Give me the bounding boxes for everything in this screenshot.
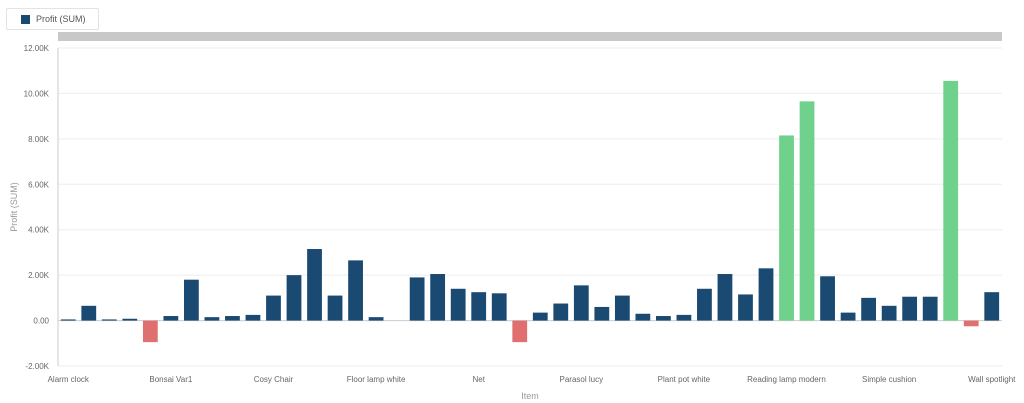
bar[interactable] [409,277,425,321]
x-axis-title: Item [521,391,539,401]
bar[interactable] [758,268,774,321]
bar[interactable] [81,305,97,321]
y-tick-label: 8.00K [28,135,50,144]
bar[interactable] [676,314,692,321]
y-axis-ticks: -2.00K 0.00 2.00K 4.00K 6.00K 8.00K 10.00K 12.0… [24,44,50,371]
x-tick-label: Parasol lucy [560,375,604,384]
x-tick-label: Wall spotlight [968,375,1016,384]
bar[interactable] [368,317,384,321]
bar[interactable] [225,316,240,321]
chart-range-scrollbar[interactable] [58,32,1002,41]
legend-label: Profit (SUM) [36,14,86,24]
bar[interactable] [820,276,835,321]
x-tick-label: Cosy Chair [254,375,294,384]
y-tick-label: 4.00K [28,226,50,235]
bar[interactable] [717,274,733,321]
bar[interactable] [635,313,651,321]
bar[interactable] [532,312,548,321]
x-tick-label: Alarm clock [48,375,90,384]
bar[interactable] [101,319,117,321]
x-tick-label: Bonsai Var1 [149,375,193,384]
bar[interactable] [142,320,158,343]
bar[interactable] [286,275,302,321]
y-tick-label: 6.00K [28,180,50,189]
x-tick-label: Floor lamp white [347,375,406,384]
bar[interactable] [307,249,322,321]
bar[interactable] [738,294,753,321]
bar[interactable] [799,101,815,321]
bar[interactable] [861,297,876,321]
bar[interactable] [245,314,261,321]
bar[interactable] [902,296,918,321]
bar[interactable] [840,312,856,321]
bar[interactable] [184,279,199,321]
bar[interactable] [779,135,794,321]
bar[interactable] [922,296,938,321]
bar[interactable] [122,318,138,321]
bar[interactable] [573,285,589,321]
y-tick-label: 0.00 [33,317,49,326]
bar[interactable] [881,305,897,321]
bar[interactable] [984,292,1000,321]
bar[interactable] [491,293,507,321]
y-axis-title: Profit (SUM) [9,182,19,232]
bar[interactable] [943,80,959,321]
bar[interactable] [471,292,487,321]
bar[interactable] [656,316,671,321]
y-tick-label: 2.00K [28,271,50,280]
y-tick-label: -2.00K [25,362,49,371]
chart-legend[interactable]: Profit (SUM) [6,8,99,30]
x-tick-label: Reading lamp modern [747,375,826,384]
x-tick-label: Net [472,375,485,384]
bar[interactable] [163,316,179,321]
bars [60,80,1000,343]
y-tick-label: 10.00K [24,89,50,98]
bar[interactable] [614,295,630,321]
bar[interactable] [266,295,281,321]
bar[interactable] [594,306,610,321]
bar[interactable] [963,320,979,327]
bar[interactable] [60,319,76,321]
bar[interactable] [450,288,466,321]
legend-swatch [21,14,30,24]
bar[interactable] [697,288,712,321]
bar[interactable] [348,260,363,321]
bar[interactable] [512,320,528,343]
x-tick-label: Plant pot white [658,375,711,384]
bar[interactable] [204,317,220,321]
x-tick-label: Simple cushion [862,375,916,384]
bar[interactable] [553,303,569,321]
y-tick-label: 12.00K [24,44,50,53]
gridlines [57,47,1002,367]
x-axis-ticks: Alarm clock Bonsai Var1 Cosy Chair Floor la… [48,375,1017,384]
bar[interactable] [327,295,343,321]
bar[interactable] [430,274,446,321]
